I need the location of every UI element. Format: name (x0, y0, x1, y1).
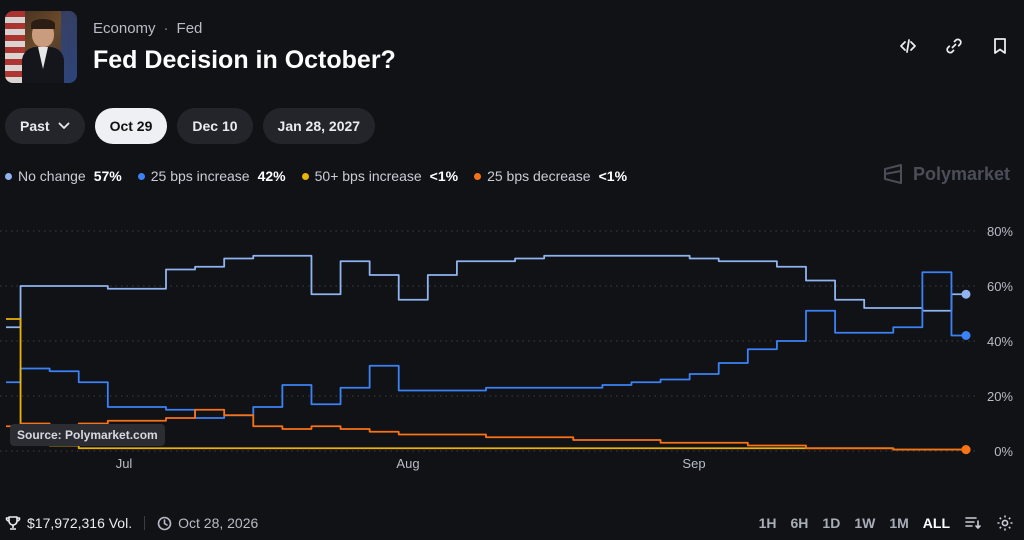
legend-item-50-bps-increase: 50+ bps increase <1% (301, 168, 459, 184)
series-end-point-no-change (961, 289, 971, 299)
range-1h[interactable]: 1H (758, 515, 777, 531)
series-end-point-25-bps-decrease (961, 445, 971, 455)
volume: $17,972,316 Vol. (5, 515, 132, 531)
tab-oct-29[interactable]: Oct 29 (94, 108, 168, 144)
embed-button[interactable] (898, 36, 918, 56)
legend-pct: <1% (429, 168, 459, 184)
series-line-25-bps-decrease (6, 408, 966, 451)
tab-jan-28-2027-label: Jan 28, 2027 (277, 118, 361, 134)
chart-footer: $17,972,316 Vol. Oct 28, 2026 1H 6H 1D 1… (5, 512, 1014, 534)
y-tick-label: 40% (987, 334, 1013, 349)
date-tabs: Past Oct 29 Dec 10 Jan 28, 2027 (5, 108, 376, 144)
source-label: Source: Polymarket.com (10, 424, 165, 446)
end-date-value: Oct 28, 2026 (178, 515, 259, 531)
clock-icon (157, 516, 172, 530)
tab-dec-10-label: Dec 10 (192, 118, 238, 134)
polymarket-logo-icon (883, 164, 902, 184)
breadcrumb: Economy · Fed (93, 20, 202, 37)
legend-pct: <1% (598, 168, 628, 184)
series-end-point-25-bps-increase (961, 331, 971, 340)
filter-lines-icon (965, 517, 981, 530)
footer-divider (144, 516, 146, 530)
tab-jan-28-2027[interactable]: Jan 28, 2027 (262, 108, 376, 144)
legend-pct: 42% (257, 168, 286, 184)
end-date: Oct 28, 2026 (157, 515, 258, 531)
legend-label: 50+ bps increase (314, 168, 422, 184)
legend-item-25-bps-increase: 25 bps increase 42% (137, 168, 286, 184)
legend-pct: 57% (93, 168, 122, 184)
code-icon (900, 39, 916, 53)
y-tick-label: 0% (994, 444, 1013, 459)
bookmark-button[interactable] (990, 36, 1010, 56)
market-thumbnail (5, 11, 77, 83)
bookmark-icon (994, 38, 1006, 54)
header-actions (898, 36, 1010, 56)
y-tick-label: 80% (987, 224, 1013, 239)
y-tick-label: 60% (987, 279, 1013, 294)
legend-swatch (474, 172, 482, 180)
legend-label: 25 bps decrease (487, 168, 591, 184)
x-tick-label: Aug (396, 456, 419, 471)
link-icon (946, 38, 962, 54)
series-line-25-bps-increase (6, 271, 966, 419)
chart-filter-button[interactable] (964, 514, 982, 532)
price-chart[interactable]: 0% 20% 40% 60% 80% Jul Aug Sep (0, 214, 1024, 474)
series-line-no-change (6, 254, 966, 329)
volume-value: $17,972,316 Vol. (27, 515, 133, 531)
chart-settings-button[interactable] (996, 514, 1014, 532)
legend-item-25-bps-decrease: 25 bps decrease <1% (474, 168, 627, 184)
legend-item-no-change: No change 57% (5, 168, 122, 184)
tab-dec-10[interactable]: Dec 10 (177, 108, 253, 144)
flag-field (61, 11, 77, 83)
legend-swatch (5, 172, 12, 180)
trophy-icon (5, 516, 21, 530)
legend-label: No change (18, 168, 86, 184)
breadcrumb-separator: · (163, 20, 169, 37)
time-range-selector: 1H 6H 1D 1W 1M ALL (759, 514, 1014, 532)
copy-link-button[interactable] (944, 36, 964, 56)
page-title: Fed Decision in October? (93, 46, 396, 74)
y-tick-label: 20% (987, 389, 1013, 404)
x-tick-label: Sep (682, 456, 705, 471)
brand-watermark: Polymarket (881, 163, 1010, 185)
legend-swatch (137, 172, 145, 180)
legend-label: 25 bps increase (150, 168, 250, 184)
legend-swatch (301, 172, 309, 180)
chevron-down-icon (58, 122, 69, 129)
hair (31, 19, 55, 29)
range-1d[interactable]: 1D (822, 515, 841, 531)
brand-name: Polymarket (912, 163, 1010, 184)
flag-stripes (5, 11, 25, 83)
chart-legend: No change 57% 25 bps increase 42% 50+ bp… (5, 168, 627, 184)
tab-oct-29-label: Oct 29 (109, 118, 153, 134)
range-1m[interactable]: 1M (889, 515, 909, 531)
breadcrumb-economy[interactable]: Economy (93, 20, 156, 37)
range-all[interactable]: ALL (922, 515, 950, 531)
shirt (38, 47, 48, 69)
range-1w[interactable]: 1W (854, 515, 876, 531)
range-6h[interactable]: 6H (790, 515, 809, 531)
tab-past-label: Past (20, 118, 50, 134)
x-tick-label: Jul (116, 456, 133, 471)
gear-icon (997, 515, 1013, 531)
tab-past[interactable]: Past (5, 108, 85, 144)
breadcrumb-fed[interactable]: Fed (176, 20, 203, 37)
